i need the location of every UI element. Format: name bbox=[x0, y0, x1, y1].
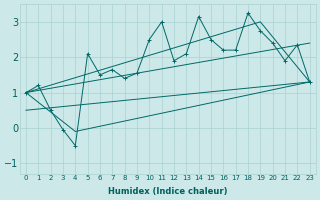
X-axis label: Humidex (Indice chaleur): Humidex (Indice chaleur) bbox=[108, 187, 228, 196]
